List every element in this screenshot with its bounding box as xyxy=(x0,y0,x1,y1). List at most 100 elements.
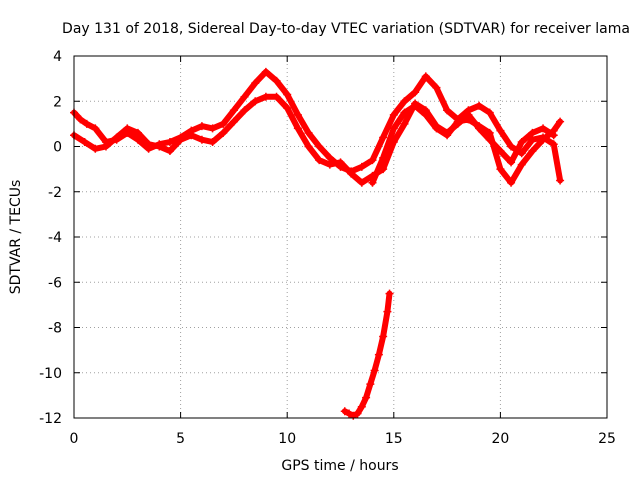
data-point xyxy=(400,108,409,117)
data-point xyxy=(165,147,174,156)
data-point xyxy=(475,101,484,110)
data-point xyxy=(528,147,537,156)
data-point xyxy=(340,407,349,416)
data-point xyxy=(528,128,537,137)
y-tick-label: 0 xyxy=(53,140,62,156)
y-axis-label: SDTVAR / TECUs xyxy=(8,180,24,295)
data-point xyxy=(383,307,392,316)
data-point xyxy=(251,79,260,88)
data-point xyxy=(144,140,153,149)
chart-title: Day 131 of 2018, Sidereal Day-to-day VTE… xyxy=(62,21,630,37)
data-point xyxy=(336,158,345,167)
data-point xyxy=(155,142,164,151)
data-series xyxy=(70,67,565,420)
data-point xyxy=(411,101,420,110)
data-point xyxy=(475,122,484,131)
data-point xyxy=(496,126,505,135)
x-tick-label: 15 xyxy=(385,431,403,447)
data-point xyxy=(91,144,100,153)
data-point xyxy=(347,169,356,178)
grid-lines xyxy=(74,56,607,418)
data-point xyxy=(379,133,388,142)
data-point xyxy=(112,133,121,142)
y-tick-label: 4 xyxy=(53,49,62,65)
data-point xyxy=(315,156,324,165)
data-point xyxy=(517,137,526,146)
x-tick-label: 10 xyxy=(278,431,296,447)
series-track-c xyxy=(368,101,565,187)
data-point xyxy=(353,409,362,418)
data-point xyxy=(229,117,238,126)
data-point xyxy=(176,135,185,144)
data-point xyxy=(240,106,249,115)
data-point xyxy=(283,90,292,99)
data-point xyxy=(421,72,430,81)
data-point xyxy=(374,350,383,359)
data-point xyxy=(197,135,206,144)
data-point xyxy=(357,178,366,187)
data-point xyxy=(517,160,526,169)
x-tick-label: 5 xyxy=(176,431,185,447)
data-point xyxy=(507,178,516,187)
data-point xyxy=(443,106,452,115)
data-point xyxy=(101,142,110,151)
data-point xyxy=(283,104,292,113)
data-point xyxy=(325,160,334,169)
data-point xyxy=(432,83,441,92)
data-point xyxy=(549,140,558,149)
data-point xyxy=(91,124,100,133)
data-point xyxy=(528,135,537,144)
data-point xyxy=(219,128,228,137)
data-point xyxy=(362,393,371,402)
data-point xyxy=(556,176,565,185)
data-point xyxy=(304,128,313,137)
data-point xyxy=(272,92,281,101)
data-point xyxy=(133,128,142,137)
x-axis-label: GPS time / hours xyxy=(281,458,398,474)
data-point xyxy=(357,162,366,171)
data-point xyxy=(208,137,217,146)
data-point xyxy=(251,97,260,106)
data-point xyxy=(293,124,302,133)
data-point xyxy=(80,137,89,146)
x-tick-label: 25 xyxy=(598,431,616,447)
data-point xyxy=(304,142,313,151)
data-point xyxy=(208,124,217,133)
data-point xyxy=(549,126,558,135)
series-line xyxy=(71,68,564,184)
data-point xyxy=(261,92,270,101)
data-point xyxy=(496,165,505,174)
data-point xyxy=(432,124,441,133)
series-track-d xyxy=(340,289,394,420)
data-point xyxy=(197,122,206,131)
data-point xyxy=(385,289,394,298)
data-point xyxy=(368,178,377,187)
data-point xyxy=(293,110,302,119)
data-point xyxy=(485,108,494,117)
data-point xyxy=(368,156,377,165)
data-point xyxy=(539,135,548,144)
data-point xyxy=(345,409,354,418)
data-point xyxy=(357,402,366,411)
data-point xyxy=(464,115,473,124)
data-point xyxy=(507,142,516,151)
y-tick-label: -2 xyxy=(48,185,62,201)
data-point xyxy=(453,117,462,126)
series-track-a xyxy=(70,67,565,185)
y-tick-label: -10 xyxy=(39,366,62,382)
data-point xyxy=(370,366,379,375)
data-point xyxy=(411,88,420,97)
y-tick-label: -8 xyxy=(48,321,62,337)
data-point xyxy=(82,119,91,128)
data-point xyxy=(219,119,228,128)
data-point xyxy=(240,92,249,101)
x-tick-label: 0 xyxy=(70,431,79,447)
data-point xyxy=(272,76,281,85)
data-point xyxy=(400,119,409,128)
data-point xyxy=(389,110,398,119)
data-point xyxy=(507,158,516,167)
y-tick-label: -6 xyxy=(48,275,62,291)
